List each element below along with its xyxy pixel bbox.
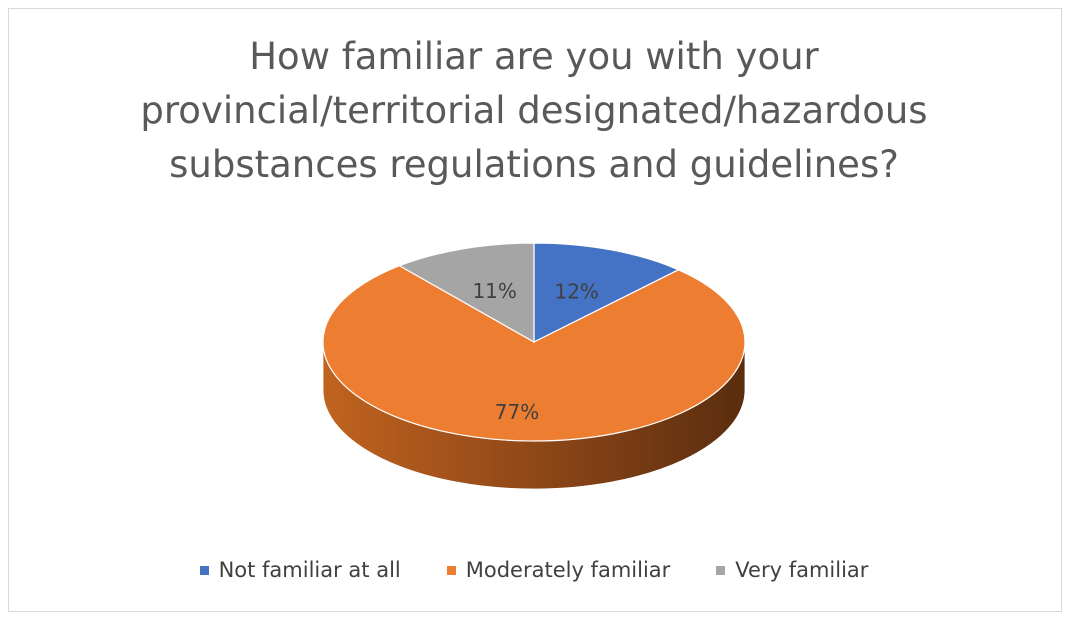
- pie-slice-1: [322, 265, 746, 442]
- legend-label: Very familiar: [735, 558, 869, 582]
- legend-label: Moderately familiar: [465, 558, 671, 582]
- legend-swatch: [199, 565, 209, 575]
- chart-title: How familiar are you with your provincia…: [0, 30, 1068, 192]
- legend: Not familiar at all Moderately familiar …: [0, 558, 1068, 582]
- pie-data-label-0: 12%: [554, 279, 598, 303]
- legend-swatch: [446, 565, 456, 575]
- legend-item-not-familiar: Not familiar at all: [199, 558, 401, 582]
- pie-data-label-2: 11%: [472, 279, 516, 303]
- chart-title-line-1: How familiar are you with your: [249, 35, 819, 78]
- legend-label: Not familiar at all: [218, 558, 401, 582]
- pie-data-label-1: 77%: [495, 400, 539, 424]
- chart-title-line-3: substances regulations and guidelines?: [169, 143, 899, 186]
- legend-item-moderately-familiar: Moderately familiar: [446, 558, 671, 582]
- legend-swatch: [716, 565, 726, 575]
- pie-slice-0: [533, 242, 680, 343]
- legend-item-very-familiar: Very familiar: [716, 558, 868, 582]
- pie-slice-2: [398, 242, 535, 344]
- chart-title-line-2: provincial/territorial designated/hazard…: [140, 89, 928, 132]
